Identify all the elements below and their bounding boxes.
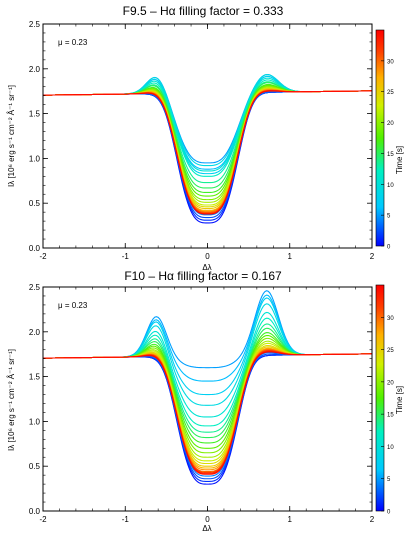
series-line <box>42 297 373 396</box>
colorbar-tick-label: 25 <box>387 90 394 96</box>
plot-area <box>42 290 373 485</box>
colorbar-tick-label: 30 <box>387 316 394 322</box>
colorbar-tick-label: 0 <box>387 245 391 251</box>
x-tick-label: -2 <box>39 515 47 524</box>
y-tick-label: 0.0 <box>29 507 41 516</box>
colorbar-tick-label: 25 <box>387 348 394 354</box>
y-tick-label: 2.0 <box>29 65 41 74</box>
x-tick-label: -1 <box>122 252 130 261</box>
x-tick-label: 2 <box>370 515 375 524</box>
x-tick-label: -1 <box>122 515 130 524</box>
colorbar <box>375 284 385 512</box>
series-line <box>42 82 373 189</box>
series-line <box>42 290 373 369</box>
y-tick-label: 1.5 <box>29 373 41 382</box>
series-line <box>42 347 373 469</box>
series-line <box>42 90 373 224</box>
x-axis-label: Δλ <box>202 524 211 533</box>
colorbar-tick-label: 10 <box>387 183 394 189</box>
y-tick-label: 1.0 <box>29 154 41 163</box>
series-line <box>42 353 373 482</box>
x-axis-ticks: -2 -1 0 1 2 <box>39 287 375 524</box>
y-tick-label: 2.0 <box>29 328 41 337</box>
y-axis-label: Iλ [10⁶ erg s⁻¹ cm⁻² Å⁻¹ sr⁻¹] <box>7 349 16 451</box>
series-line <box>42 334 373 449</box>
series-line <box>42 349 373 474</box>
x-axis-label: Δλ <box>202 263 211 272</box>
series-line <box>42 311 373 418</box>
x-tick-label: -2 <box>39 252 47 261</box>
series-line <box>42 90 373 219</box>
series-line <box>42 84 373 197</box>
y-tick-label: 0.5 <box>29 199 41 208</box>
series-line <box>42 81 373 184</box>
series-line <box>42 88 373 210</box>
y-tick-label: 2.5 <box>29 20 41 29</box>
colorbar-tick-label: 0 <box>387 510 391 516</box>
series-line <box>42 340 373 458</box>
panel-title: F10 – Hα filling factor = 0.167 <box>124 269 282 283</box>
series-line <box>42 77 373 172</box>
colorbar-ticks: 0 5 10 15 20 25 30 <box>381 316 394 516</box>
series-line <box>42 75 373 170</box>
series-line <box>42 344 373 465</box>
series-line <box>42 327 373 439</box>
y-tick-label: 0.5 <box>29 462 41 471</box>
series-line <box>42 86 373 203</box>
colorbar-tick-label: 10 <box>387 445 394 451</box>
x-tick-label: 0 <box>205 515 210 524</box>
series-line <box>42 350 373 474</box>
series-line <box>42 353 373 485</box>
series-line <box>42 74 373 167</box>
colorbar-tick-label: 5 <box>387 214 391 220</box>
series-line <box>42 337 373 454</box>
series-line <box>42 90 373 215</box>
y-tick-label: 1.5 <box>29 110 41 119</box>
series-line <box>42 90 373 221</box>
plot-frame <box>42 286 373 512</box>
series-line <box>42 87 373 208</box>
series-line <box>42 89 373 212</box>
mu-annotation: μ = 0.23 <box>58 38 88 47</box>
colorbar-label: Time [s] <box>395 386 404 414</box>
x-tick-label: 0 <box>205 252 210 261</box>
y-axis-label: Iλ [10⁶ erg s⁻¹ cm⁻² Å⁻¹ sr⁻¹] <box>7 85 16 187</box>
x-tick-label: 1 <box>288 252 293 261</box>
x-tick-label: 2 <box>370 252 375 261</box>
colorbar-tick-label: 30 <box>387 59 394 65</box>
series-line <box>42 90 373 214</box>
panel-bottom: F10 – Hα filling factor = 0.167 μ = 0.23… <box>7 269 404 533</box>
colorbar-tick-label: 15 <box>387 413 394 419</box>
series-line <box>42 351 373 475</box>
series-line <box>42 317 373 427</box>
x-axis-ticks: -2 -1 0 1 2 <box>39 24 375 261</box>
colorbar <box>375 29 385 247</box>
colorbar-tick-label: 20 <box>387 121 394 127</box>
colorbar-label: Time [s] <box>395 146 404 174</box>
y-tick-label: 2.5 <box>29 283 41 292</box>
y-tick-label: 1.0 <box>29 417 41 426</box>
series-line <box>42 89 373 213</box>
x-tick-label: 1 <box>288 515 293 524</box>
y-axis-ticks: 0.0 0.5 1.0 1.5 2.0 2.5 <box>29 283 372 516</box>
series-line <box>42 323 373 433</box>
panel-title: F9.5 – Hα filling factor = 0.333 <box>123 4 284 18</box>
plot-area <box>42 74 373 224</box>
y-axis-ticks: 0.0 0.5 1.0 1.5 2.0 2.5 <box>29 20 372 253</box>
series-line <box>42 90 373 215</box>
colorbar-tick-label: 5 <box>387 477 391 483</box>
series-line <box>42 353 373 480</box>
series-line <box>42 74 373 164</box>
mu-annotation: μ = 0.23 <box>58 301 88 310</box>
colorbar-ticks: 0 5 10 15 20 25 30 <box>381 59 394 251</box>
y-tick-label: 0.0 <box>29 244 41 253</box>
colorbar-tick-label: 15 <box>387 152 394 158</box>
colorbar-tick-label: 20 <box>387 380 394 386</box>
panel-top: F9.5 – Hα filling factor = 0.333 μ = 0.2… <box>7 4 404 272</box>
